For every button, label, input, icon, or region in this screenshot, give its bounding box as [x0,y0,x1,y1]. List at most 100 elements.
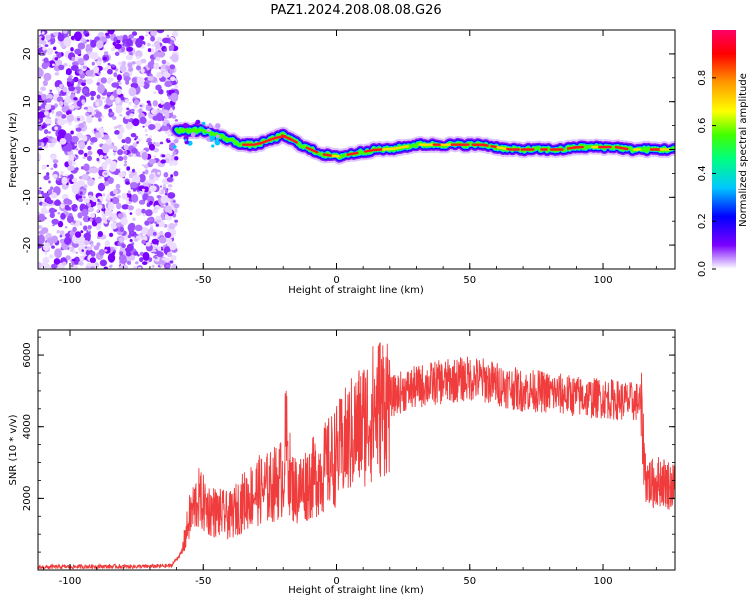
noise-speckle [125,121,133,130]
noise-speckle [115,183,121,189]
noise-speckle [72,220,76,224]
noise-speckle [87,206,94,212]
figure-title: PAZ1.2024.208.08.08.G26 [270,3,441,18]
noise-speckle [54,72,60,76]
noise-speckle [119,258,128,264]
noise-speckle [72,61,79,67]
noise-speckle [125,181,130,185]
noise-speckle [51,235,58,243]
noise-speckle [127,205,134,211]
noise-speckle [91,115,94,118]
snr-panel: -100 -50 0 50 100 2000 4000 6000 Height of str… [8,329,676,596]
noise-speckle [157,246,162,252]
noise-speckle [66,113,75,123]
noise-speckle [58,64,65,71]
noise-speckle [95,216,102,224]
noise-speckle [46,98,52,103]
noise-speckle [91,111,97,115]
noise-speckle [46,47,54,56]
noise-speckle [153,62,160,70]
signal-speckle [184,138,187,142]
noise-speckle [163,101,171,111]
signal-speckle [172,151,177,156]
noise-speckle [107,253,116,263]
noise-speckle [68,85,75,92]
noise-speckle [138,199,146,205]
noise-speckle [133,99,140,106]
noise-speckle [68,64,71,68]
y-tick-label: 4000 [22,414,33,439]
snr-frame [37,329,676,571]
noise-speckle [128,173,134,179]
noise-speckle [85,105,94,113]
noise-speckle [137,266,142,269]
noise-speckle [125,252,132,257]
noise-speckle [147,217,154,223]
colorbar-tick-label: 0.0 [697,261,708,277]
noise-speckle [147,76,154,81]
noise-speckle [71,135,79,143]
noise-speckle [129,239,133,242]
noise-speckle [49,212,55,219]
noise-speckle [151,238,159,245]
noise-speckle [107,202,115,211]
noise-speckle [110,47,115,52]
noise-speckle [68,160,72,165]
noise-speckle [150,224,153,227]
noise-speckle [98,117,102,122]
noise-speckle [116,202,122,210]
signal-peak [392,146,403,150]
noise-speckle [149,185,157,192]
noise-speckle [166,90,169,94]
noise-speckle [125,38,133,47]
noise-speckle [102,193,106,197]
noise-speckle [141,164,145,167]
noise-speckle [63,63,68,67]
noise-speckle [55,111,63,117]
noise-speckle [38,189,42,195]
noise-speckle [104,240,110,248]
noise-speckle [132,142,138,147]
noise-speckle [131,31,138,36]
signal-speckle [214,140,220,146]
noise-speckle [140,226,149,235]
noise-speckle [119,251,123,256]
noise-speckle [151,264,155,268]
noise-speckle [38,197,43,202]
noise-speckle [164,205,172,213]
noise-speckle [162,109,169,115]
colorbar: 0.0 0.2 0.4 0.6 0.8 Normalized spectral ampl… [697,30,749,277]
noise-speckle [62,261,67,266]
noise-speckle [77,42,86,50]
noise-speckle [129,212,133,215]
noise-speckle [148,183,152,186]
noise-speckle [100,77,107,84]
noise-speckle [41,125,46,129]
noise-speckle [156,36,163,42]
signal-speckle [174,156,179,161]
noise-speckle [54,126,58,131]
noise-speckle [166,34,170,37]
signal-peak [622,147,629,151]
noise-speckle [81,99,86,104]
noise-speckle [60,170,64,175]
noise-speckle [159,51,165,58]
noise-speckle [90,266,96,269]
noise-speckle [103,51,109,56]
noise-speckle [146,137,152,143]
noise-speckle [96,40,104,49]
signal-speckle [216,134,220,139]
noise-speckle [148,200,153,206]
noise-speckle [92,198,98,203]
noise-speckle [167,137,171,141]
noise-speckle [96,157,100,162]
noise-speckle [170,76,176,82]
noise-speckle [111,82,120,88]
noise-speckle [74,143,77,147]
noise-speckle [59,138,67,145]
noise-speckle [142,261,148,265]
noise-speckle [118,265,126,269]
noise-speckle [169,64,176,70]
noise-speckle [70,47,74,52]
